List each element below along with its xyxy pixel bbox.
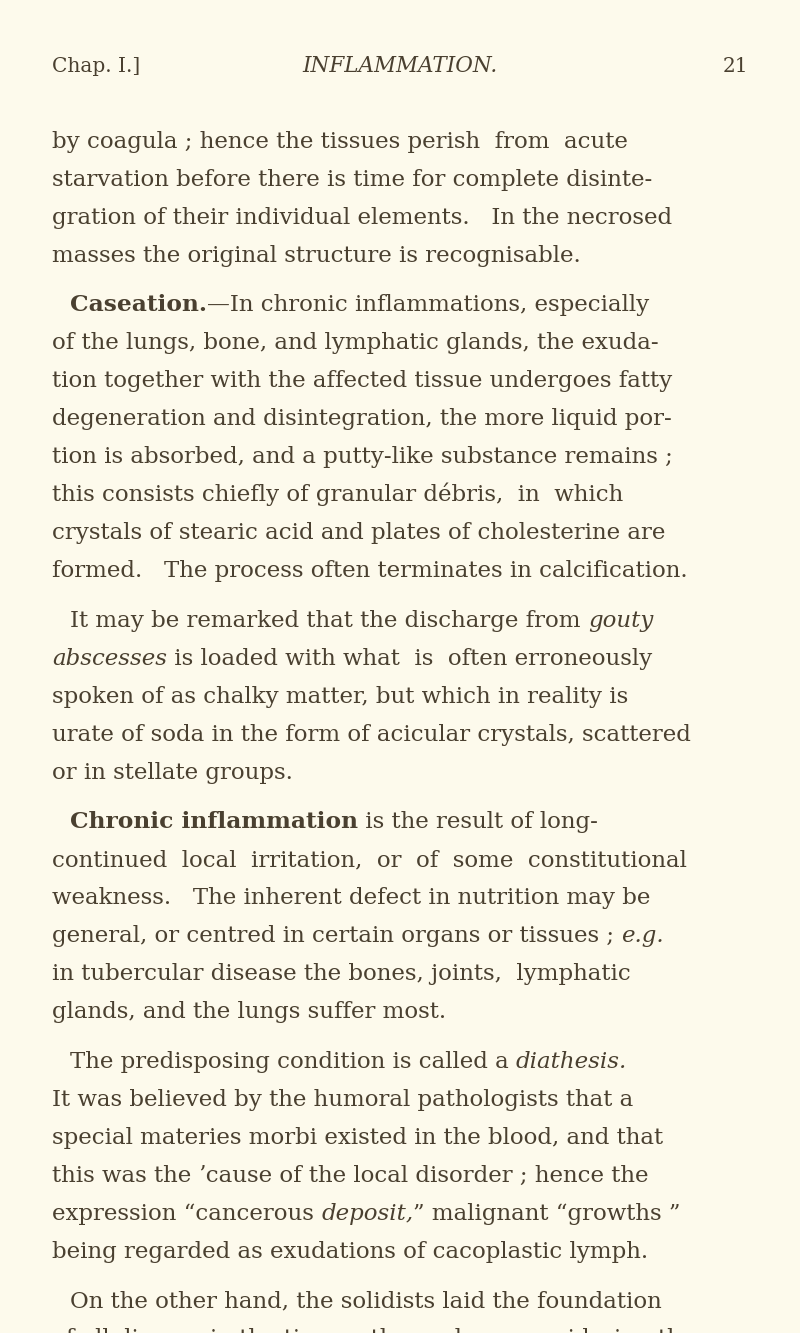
Text: It was believed by the humoral pathologists that a: It was believed by the humoral pathologi… xyxy=(52,1089,634,1110)
Text: crystals of stearic acid and plates of cholesterine are: crystals of stearic acid and plates of c… xyxy=(52,523,666,544)
Text: is the result of long-: is the result of long- xyxy=(358,812,598,833)
Text: tion is absorbed, and a putty-like substance remains ;: tion is absorbed, and a putty-like subst… xyxy=(52,447,673,468)
Text: gration of their individual elements.   In the necrosed: gration of their individual elements. In… xyxy=(52,207,672,229)
Text: formed.   The process often terminates in calcification.: formed. The process often terminates in … xyxy=(52,560,688,583)
Text: tion together with the affected tissue undergoes fatty: tion together with the affected tissue u… xyxy=(52,371,672,392)
Text: or in stellate groups.: or in stellate groups. xyxy=(52,761,293,784)
Text: On the other hand, the solidists laid the foundation: On the other hand, the solidists laid th… xyxy=(70,1290,662,1312)
Text: degeneration and disintegration, the more liquid por-: degeneration and disintegration, the mor… xyxy=(52,408,672,431)
Text: expression “cancerous: expression “cancerous xyxy=(52,1202,321,1225)
Text: Chronic inflammation: Chronic inflammation xyxy=(70,812,358,833)
Text: starvation before there is time for complete disinte-: starvation before there is time for comp… xyxy=(52,169,652,191)
Text: e.g.: e.g. xyxy=(622,925,664,948)
Text: abscesses: abscesses xyxy=(52,648,167,669)
Text: general, or centred in certain organs or tissues ;: general, or centred in certain organs or… xyxy=(52,925,622,948)
Text: is loaded with what  is  often erroneously: is loaded with what is often erroneously xyxy=(167,648,652,669)
Text: gouty: gouty xyxy=(588,609,653,632)
Text: deposit,: deposit, xyxy=(321,1202,414,1225)
Text: of all disease in the tissues themselves, considering the: of all disease in the tissues themselves… xyxy=(52,1328,695,1333)
Text: urate of soda in the form of acicular crystals, scattered: urate of soda in the form of acicular cr… xyxy=(52,724,691,745)
Text: weakness.   The inherent defect in nutrition may be: weakness. The inherent defect in nutriti… xyxy=(52,888,650,909)
Text: The predisposing condition is called a: The predisposing condition is called a xyxy=(70,1050,516,1073)
Text: spoken of as chalky matter, but which in reality is: spoken of as chalky matter, but which in… xyxy=(52,685,628,708)
Text: It may be remarked that the discharge from: It may be remarked that the discharge fr… xyxy=(70,609,588,632)
Text: continued  local  irritation,  or  of  some  constitutional: continued local irritation, or of some c… xyxy=(52,849,687,872)
Text: diathesis.: diathesis. xyxy=(516,1050,627,1073)
Text: this consists chiefly of granular débris,  in  which: this consists chiefly of granular débris… xyxy=(52,483,623,507)
Text: Caseation.: Caseation. xyxy=(70,295,207,316)
Text: 21: 21 xyxy=(722,57,748,76)
Text: being regarded as exudations of cacoplastic lymph.: being regarded as exudations of cacoplas… xyxy=(52,1241,648,1262)
Text: in tubercular disease the bones, joints,  lymphatic: in tubercular disease the bones, joints,… xyxy=(52,964,630,985)
Text: —In chronic inflammations, especially: —In chronic inflammations, especially xyxy=(207,295,650,316)
Text: special materies morbi existed in the blood, and that: special materies morbi existed in the bl… xyxy=(52,1126,663,1149)
Text: ” malignant “growths ”: ” malignant “growths ” xyxy=(414,1202,681,1225)
Text: by coagula ; hence the tissues perish  from  acute: by coagula ; hence the tissues perish fr… xyxy=(52,131,628,153)
Text: this was the ʼcause of the local disorder ; hence the: this was the ʼcause of the local disorde… xyxy=(52,1165,649,1186)
Text: Chap. I.]: Chap. I.] xyxy=(52,57,140,76)
Text: of the lungs, bone, and lymphatic glands, the exuda-: of the lungs, bone, and lymphatic glands… xyxy=(52,332,658,355)
Text: INFLAMMATION.: INFLAMMATION. xyxy=(302,55,498,77)
Text: masses the original structure is recognisable.: masses the original structure is recogni… xyxy=(52,245,581,267)
Text: glands, and the lungs suffer most.: glands, and the lungs suffer most. xyxy=(52,1001,446,1024)
